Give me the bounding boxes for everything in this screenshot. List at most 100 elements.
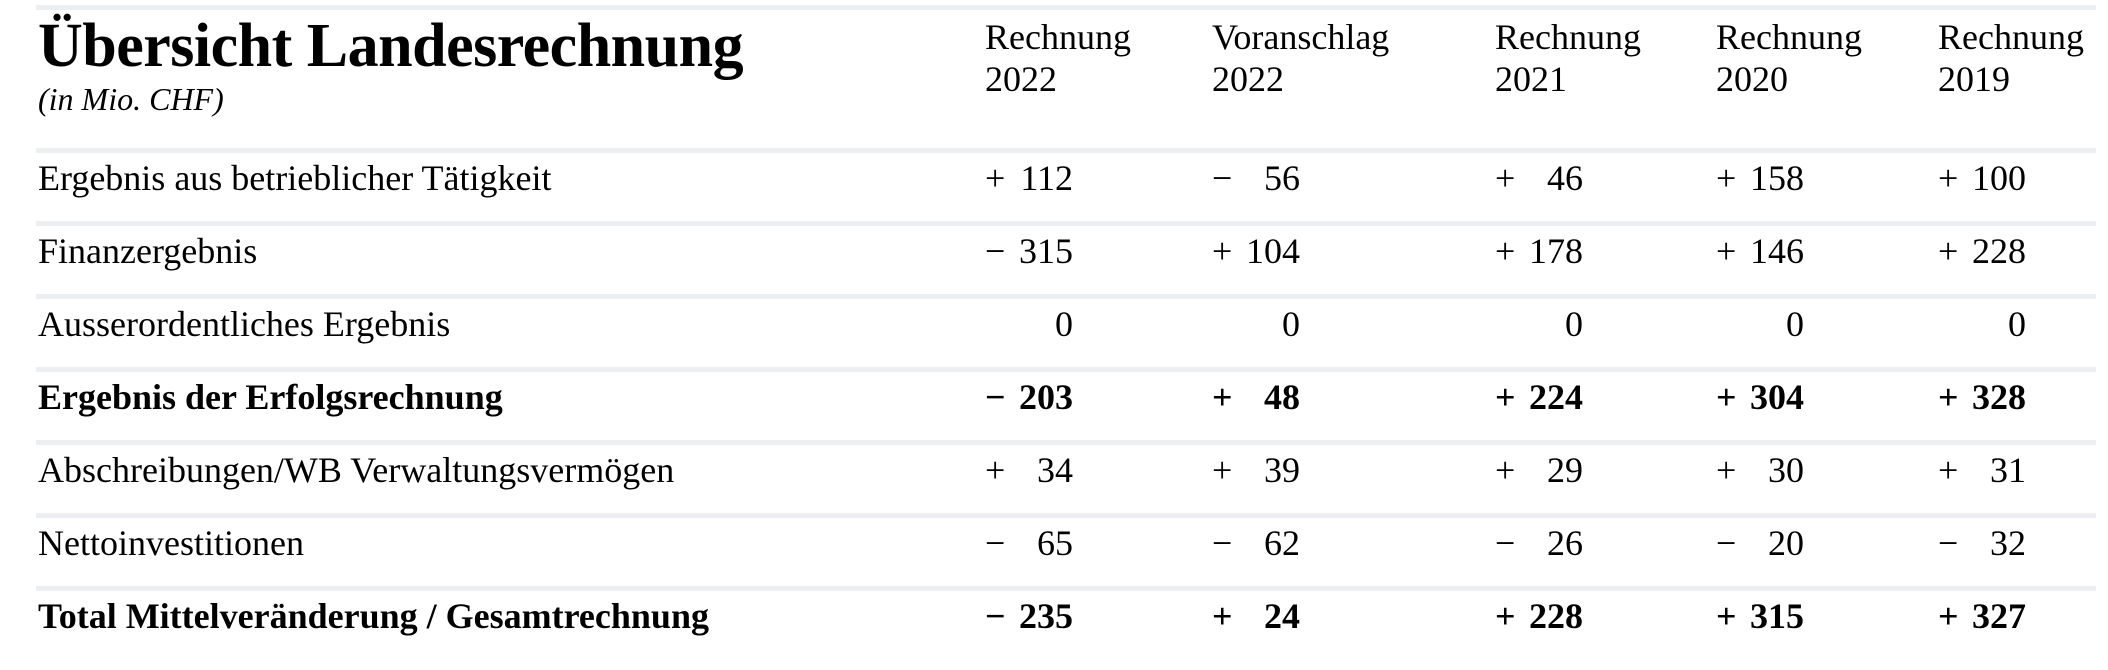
value-number: 0 bbox=[1055, 304, 1073, 344]
value-cell: −203 bbox=[985, 372, 1212, 440]
value-cell: +224 bbox=[1495, 372, 1716, 440]
row-label: Abschreibungen/WB Verwaltungsvermögen bbox=[38, 450, 675, 490]
page-subtitle: (in Mio. CHF) bbox=[38, 81, 224, 117]
value-box: +146 bbox=[1716, 230, 1804, 272]
value-box: −315 bbox=[985, 230, 1073, 272]
value-cell: +112 bbox=[985, 153, 1212, 221]
value-cell: +34 bbox=[985, 445, 1212, 513]
value-sign: − bbox=[1212, 523, 1233, 563]
value-number: 29 bbox=[1547, 450, 1583, 490]
value-box: 0 bbox=[1212, 303, 1300, 345]
value-cell: −235 bbox=[985, 591, 1212, 659]
value-cell: −32 bbox=[1938, 518, 2096, 586]
value-sign: + bbox=[1495, 231, 1516, 271]
value-box: +228 bbox=[1495, 595, 1583, 637]
value-box: +29 bbox=[1495, 449, 1583, 491]
value-number: 46 bbox=[1547, 158, 1583, 198]
value-sign: + bbox=[1716, 231, 1737, 271]
table-body: Ergebnis aus betrieblicher Tätigkeit +11… bbox=[36, 148, 2096, 659]
value-box: 0 bbox=[1716, 303, 1804, 345]
value-cell: +24 bbox=[1212, 591, 1495, 659]
value-box: +46 bbox=[1495, 157, 1583, 199]
row-label: Ausserordentliches Ergebnis bbox=[38, 304, 451, 344]
value-box: −203 bbox=[985, 376, 1073, 418]
table-row: Finanzergebnis −315 +104 +178 +146 +228 bbox=[36, 221, 2096, 294]
value-number: 24 bbox=[1264, 596, 1300, 636]
value-box: +31 bbox=[1938, 449, 2026, 491]
value-cell: 0 bbox=[1212, 299, 1495, 367]
value-box: 0 bbox=[1495, 303, 1583, 345]
value-box: +178 bbox=[1495, 230, 1583, 272]
column-header-line1: Rechnung bbox=[1938, 17, 2084, 57]
value-sign: + bbox=[1212, 231, 1233, 271]
value-box: +30 bbox=[1716, 449, 1804, 491]
value-number: 39 bbox=[1264, 450, 1300, 490]
value-number: 56 bbox=[1264, 158, 1300, 198]
value-box: −65 bbox=[985, 522, 1073, 564]
value-cell: −26 bbox=[1495, 518, 1716, 586]
value-number: 228 bbox=[1529, 596, 1583, 636]
value-box: +34 bbox=[985, 449, 1073, 491]
table-row: Total Mittelveränderung / Gesamtrechnung… bbox=[36, 586, 2096, 659]
value-number: 0 bbox=[1565, 304, 1583, 344]
value-cell: 0 bbox=[985, 299, 1212, 367]
value-cell: +315 bbox=[1716, 591, 1938, 659]
row-label: Finanzergebnis bbox=[38, 231, 258, 271]
value-number: 26 bbox=[1547, 523, 1583, 563]
value-box: +48 bbox=[1212, 376, 1300, 418]
value-number: 315 bbox=[1750, 596, 1804, 636]
value-number: 48 bbox=[1264, 377, 1300, 417]
value-box: −235 bbox=[985, 595, 1073, 637]
value-sign: + bbox=[1716, 158, 1737, 198]
value-number: 34 bbox=[1037, 450, 1073, 490]
value-sign: + bbox=[985, 450, 1006, 490]
value-sign: + bbox=[1212, 377, 1233, 417]
value-cell: +104 bbox=[1212, 226, 1495, 294]
value-sign: + bbox=[1938, 450, 1959, 490]
value-sign: − bbox=[1212, 158, 1233, 198]
value-sign: − bbox=[985, 377, 1006, 417]
value-sign: − bbox=[1938, 523, 1959, 563]
value-number: 315 bbox=[1019, 231, 1073, 271]
value-number: 203 bbox=[1019, 377, 1073, 417]
column-header-line2: 2022 bbox=[985, 59, 1057, 99]
row-label: Total Mittelveränderung / Gesamtrechnung bbox=[38, 596, 709, 636]
value-sign: + bbox=[1716, 377, 1737, 417]
column-header-rechnung-2021: Rechnung 2021 bbox=[1495, 10, 1716, 148]
column-header-line1: Voranschlag bbox=[1212, 17, 1390, 57]
value-cell: +29 bbox=[1495, 445, 1716, 513]
value-number: 62 bbox=[1264, 523, 1300, 563]
value-sign: + bbox=[985, 158, 1006, 198]
value-cell: +146 bbox=[1716, 226, 1938, 294]
column-header-line2: 2020 bbox=[1716, 59, 1788, 99]
value-cell: 0 bbox=[1938, 299, 2096, 367]
column-header-line1: Rechnung bbox=[985, 17, 1131, 57]
row-label: Ergebnis aus betrieblicher Tätigkeit bbox=[38, 158, 552, 198]
value-box: +328 bbox=[1938, 376, 2026, 418]
column-header-rechnung-2019: Rechnung 2019 bbox=[1938, 10, 2096, 148]
value-cell: +327 bbox=[1938, 591, 2096, 659]
table-row: Nettoinvestitionen −65 −62 −26 −20 −32 bbox=[36, 513, 2096, 586]
value-number: 104 bbox=[1246, 231, 1300, 271]
value-sign: + bbox=[1716, 450, 1737, 490]
value-cell: +328 bbox=[1938, 372, 2096, 440]
value-sign: + bbox=[1938, 377, 1959, 417]
value-cell: −20 bbox=[1716, 518, 1938, 586]
value-cell: +228 bbox=[1938, 226, 2096, 294]
column-header-line2: 2019 bbox=[1938, 59, 2010, 99]
column-header-line1: Rechnung bbox=[1495, 17, 1641, 57]
value-cell: 0 bbox=[1716, 299, 1938, 367]
value-cell: +39 bbox=[1212, 445, 1495, 513]
value-cell: +228 bbox=[1495, 591, 1716, 659]
value-cell: +304 bbox=[1716, 372, 1938, 440]
value-box: +224 bbox=[1495, 376, 1583, 418]
value-cell: +178 bbox=[1495, 226, 1716, 294]
title-block: Übersicht Landesrechnung (in Mio. CHF) bbox=[36, 10, 985, 148]
value-sign: + bbox=[1495, 377, 1516, 417]
value-sign: + bbox=[1938, 158, 1959, 198]
value-box: +24 bbox=[1212, 595, 1300, 637]
value-sign: + bbox=[1938, 596, 1959, 636]
value-box: +104 bbox=[1212, 230, 1300, 272]
row-label: Nettoinvestitionen bbox=[38, 523, 304, 563]
value-number: 178 bbox=[1529, 231, 1583, 271]
